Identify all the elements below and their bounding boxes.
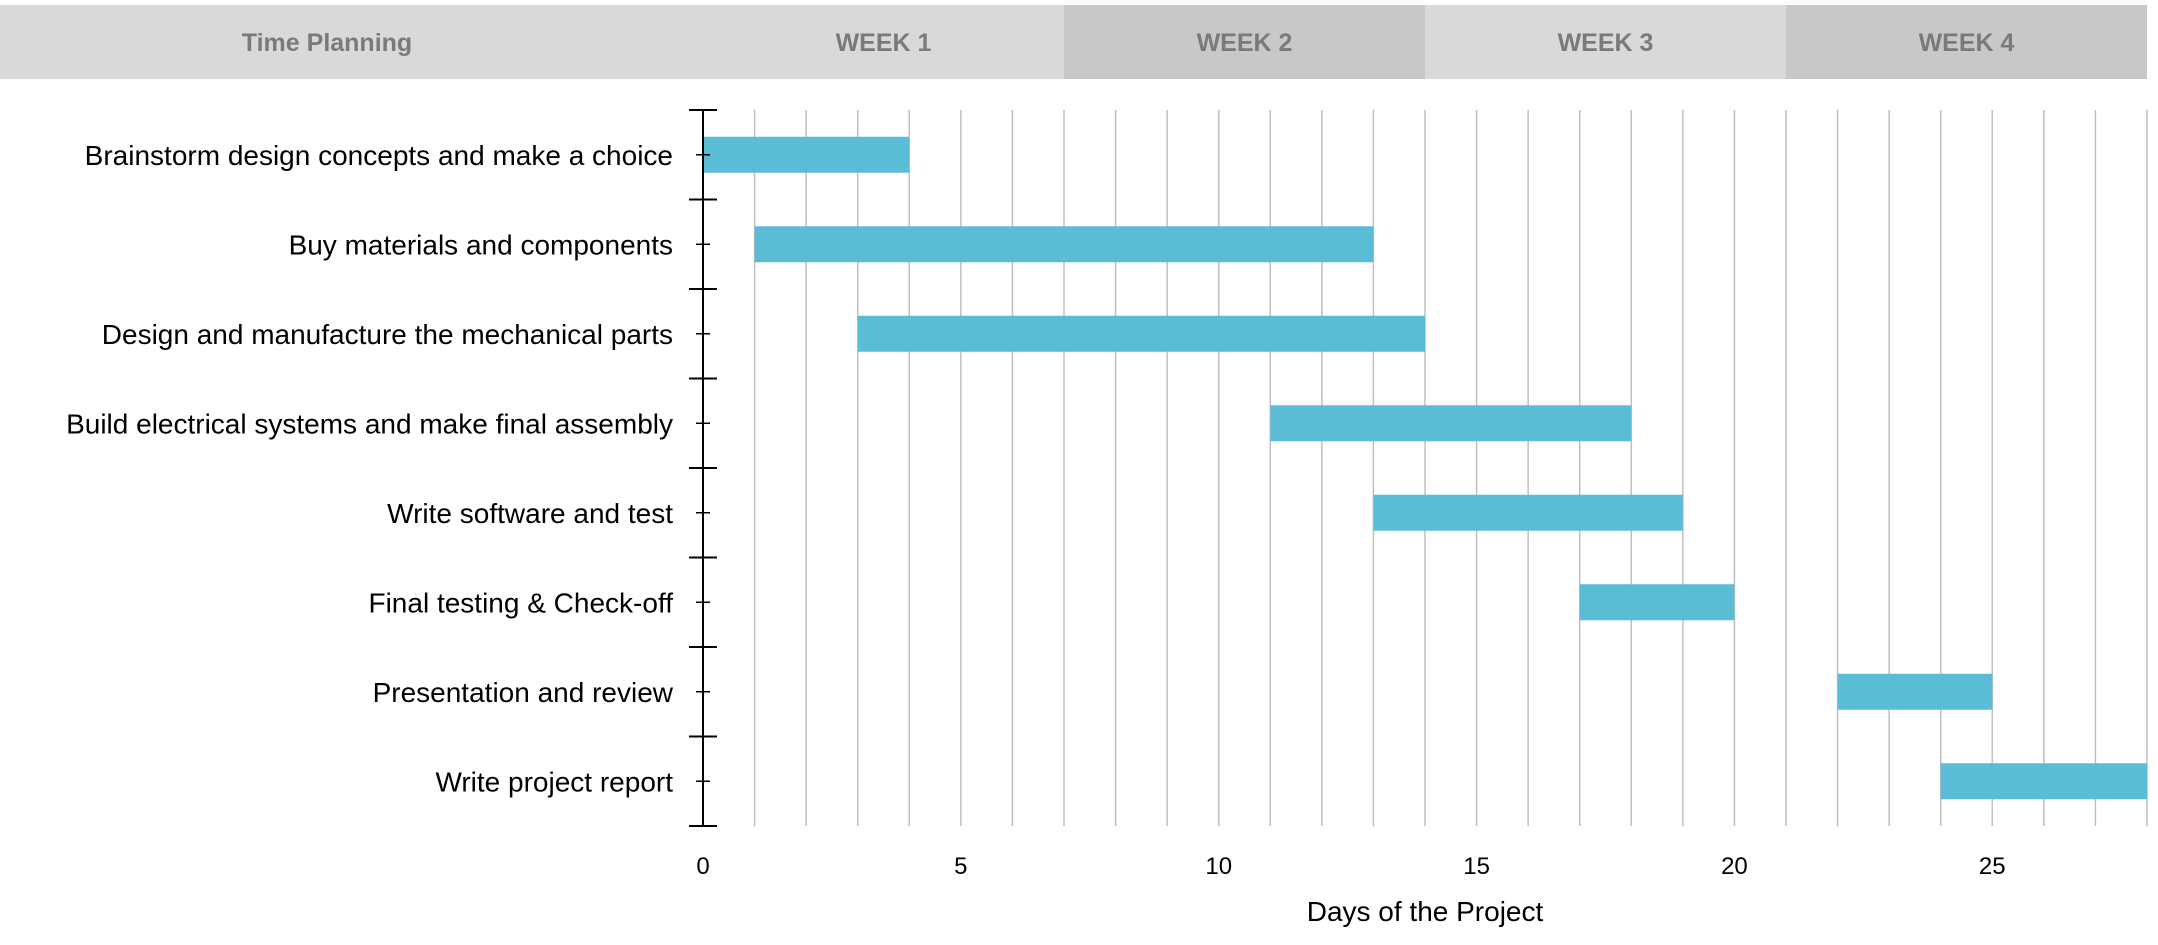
day-gridlines bbox=[753, 110, 2148, 826]
task-bar bbox=[1270, 405, 1632, 442]
time-planning-header-bg bbox=[0, 5, 703, 79]
week-3-cell bbox=[1425, 5, 1786, 79]
time-planning-header: Time Planning bbox=[242, 29, 412, 57]
y-axis bbox=[689, 109, 717, 827]
task-bar bbox=[754, 226, 1374, 263]
task-label: Buy materials and components bbox=[289, 229, 673, 260]
x-tick-label: 10 bbox=[1205, 853, 1232, 880]
task-bar bbox=[1579, 584, 1735, 621]
task-bar bbox=[1373, 494, 1683, 531]
x-tick-label: 0 bbox=[696, 853, 709, 880]
task-labels: Brainstorm design concepts and make a ch… bbox=[66, 140, 674, 798]
task-label: Design and manufacture the mechanical pa… bbox=[102, 319, 673, 350]
x-axis-tick-labels: 0 5 10 15 20 25 bbox=[696, 853, 2005, 880]
task-bars bbox=[703, 136, 2147, 800]
week-3-label: WEEK 3 bbox=[1558, 29, 1654, 57]
task-bar bbox=[1837, 673, 1993, 710]
task-label: Build electrical systems and make final … bbox=[66, 408, 673, 439]
task-bar bbox=[1940, 763, 2147, 800]
x-tick-label: 5 bbox=[954, 853, 967, 880]
x-tick-label: 15 bbox=[1463, 853, 1490, 880]
week-2-cell bbox=[1064, 5, 1425, 79]
task-label: Write project report bbox=[435, 766, 673, 797]
task-label: Write software and test bbox=[387, 498, 673, 529]
x-axis-title: Days of the Project bbox=[1307, 896, 1544, 927]
week-4-cell bbox=[1786, 5, 2147, 79]
week-2-label: WEEK 2 bbox=[1197, 29, 1293, 57]
week-1-cell bbox=[703, 5, 1064, 79]
task-label: Final testing & Check-off bbox=[368, 587, 673, 618]
week-1-label: WEEK 1 bbox=[836, 29, 932, 57]
task-bar bbox=[703, 136, 910, 173]
week-4-label: WEEK 4 bbox=[1919, 29, 2015, 57]
task-label: Brainstorm design concepts and make a ch… bbox=[85, 140, 673, 171]
week-header: Time Planning WEEK 1 WEEK 2 WEEK 3 WEEK 4 bbox=[0, 5, 2147, 79]
task-label: Presentation and review bbox=[373, 677, 674, 708]
x-tick-label: 20 bbox=[1721, 853, 1748, 880]
x-tick-label: 25 bbox=[1979, 853, 2006, 880]
task-bar bbox=[857, 315, 1425, 352]
